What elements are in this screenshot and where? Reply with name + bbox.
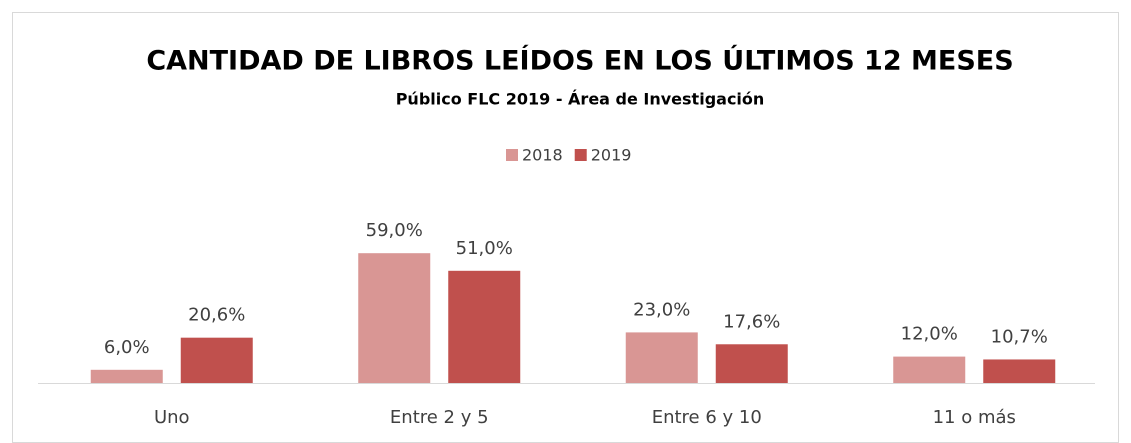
bar xyxy=(715,344,788,383)
bar xyxy=(448,270,521,383)
legend-label: 2019 xyxy=(591,146,632,165)
chart-subtitle: Público FLC 2019 - Área de Investigación xyxy=(396,90,765,109)
bar xyxy=(180,337,253,383)
bar xyxy=(90,369,163,383)
value-label: 12,0% xyxy=(901,324,958,345)
value-label: 20,6% xyxy=(188,305,245,326)
bar xyxy=(983,359,1056,383)
bar xyxy=(893,356,966,383)
chart-title: CANTIDAD DE LIBROS LEÍDOS EN LOS ÚLTIMOS… xyxy=(146,45,1013,77)
value-label: 59,0% xyxy=(366,220,423,241)
x-tick-label: Entre 6 y 10 xyxy=(652,407,762,428)
value-label: 17,6% xyxy=(723,311,780,332)
bar xyxy=(358,253,431,383)
legend-label: 2018 xyxy=(522,146,563,165)
x-tick-label: 11 o más xyxy=(933,407,1016,428)
bar xyxy=(625,332,698,383)
x-tick-label: Entre 2 y 5 xyxy=(390,407,489,428)
legend-swatch xyxy=(506,149,518,161)
value-label: 51,0% xyxy=(456,238,513,259)
value-label: 10,7% xyxy=(991,326,1048,347)
value-label: 23,0% xyxy=(633,299,690,320)
legend-swatch xyxy=(574,149,587,161)
x-tick-label: Uno xyxy=(154,407,190,428)
value-label: 6,0% xyxy=(104,337,150,358)
